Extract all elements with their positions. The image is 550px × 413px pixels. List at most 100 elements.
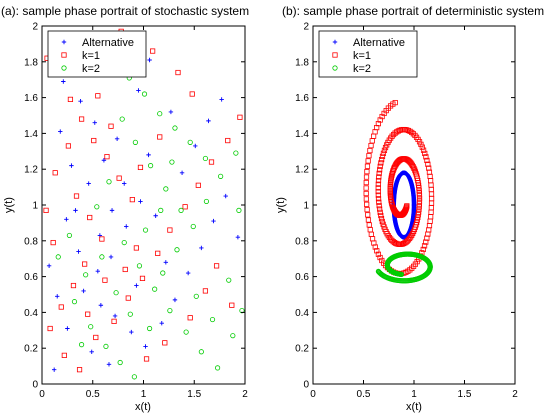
y-tick-label: 2 (32, 22, 38, 33)
y-axis-label: y(t) (275, 197, 287, 213)
data-point (185, 270, 191, 276)
data-point (420, 246, 426, 253)
x-tick-label: 2 (242, 389, 248, 400)
legend-marker (332, 39, 338, 45)
data-point (398, 271, 405, 277)
data-point (363, 190, 369, 197)
data-point (99, 254, 105, 260)
y-tick-label: 0.4 (295, 308, 309, 319)
data-point (119, 116, 125, 122)
x-tick-label: 1 (411, 389, 417, 400)
legend-box (47, 30, 147, 78)
data-point (189, 91, 195, 97)
legend-label: k=1 (82, 50, 100, 62)
data-point (414, 259, 420, 265)
x-tick-label: 0 (39, 389, 45, 400)
x-tick-label: 1 (141, 389, 147, 400)
data-point (153, 213, 158, 218)
y-tick-label: 1.2 (24, 165, 38, 176)
data-point (187, 139, 193, 145)
legend-label: Alternative (353, 37, 405, 49)
data-point (183, 329, 189, 335)
data-point (376, 170, 382, 176)
data-point (127, 311, 133, 317)
data-point (229, 302, 235, 308)
data-point (136, 88, 141, 93)
data-point (199, 245, 204, 251)
y-tick-label: 0.6 (24, 272, 38, 283)
data-point (390, 131, 397, 138)
data-point (380, 221, 386, 227)
data-point (69, 163, 74, 168)
chart-deterministic: (b): sample phase portrait of determinis… (275, 4, 544, 413)
data-point (175, 69, 181, 76)
y-tick-label: 0.2 (24, 344, 38, 355)
data-point (389, 171, 395, 177)
data-point (168, 109, 174, 115)
data-point (426, 165, 432, 171)
data-point (124, 224, 129, 229)
y-tick-label: 1 (303, 201, 309, 212)
x-axis-label: x(t) (406, 401, 422, 413)
data-point (365, 212, 371, 218)
data-point (89, 349, 94, 354)
data-point (384, 142, 390, 148)
data-point (395, 176, 401, 181)
data-point (397, 127, 403, 133)
data-point (169, 159, 175, 165)
legend-marker (61, 39, 67, 45)
data-point (83, 272, 89, 278)
data-point (223, 193, 228, 199)
data-point (65, 326, 70, 331)
data-point (117, 359, 123, 366)
data-point (94, 204, 100, 210)
data-point (206, 118, 211, 124)
data-point (58, 304, 64, 310)
data-point (399, 127, 405, 133)
data-point (61, 352, 67, 358)
data-point (394, 180, 399, 186)
data-point (78, 98, 83, 104)
data-point (208, 159, 215, 165)
axis-ticks: 0 0.5 1 1.5 2 0 0.2 0.4 0.6 0.8 1 1.2 1.4 1.6 1.8 2 (295, 22, 518, 401)
data-point (375, 181, 381, 187)
data-point (106, 179, 112, 185)
data-point (167, 227, 173, 233)
data-point (78, 116, 85, 122)
data-point (86, 181, 91, 186)
data-point (363, 179, 369, 186)
data-point (424, 157, 430, 164)
data-point (122, 181, 127, 186)
data-point (65, 143, 71, 149)
data-point (378, 160, 384, 166)
data-point (82, 261, 88, 267)
data-point (193, 293, 199, 299)
data-point (139, 275, 146, 281)
y-tick-label: 1.8 (295, 57, 309, 68)
data-point (73, 193, 80, 199)
data-point (121, 239, 127, 246)
data-point (235, 235, 241, 240)
data-point (179, 170, 185, 175)
y-tick-label: 0.8 (24, 236, 38, 247)
data-point (137, 164, 144, 171)
data-point (368, 143, 374, 149)
data-point (376, 174, 382, 180)
y-tick-label: 0.4 (24, 308, 38, 319)
x-tick-label: 0.5 (357, 389, 371, 400)
axis-ticks: 0 0.5 1 1.5 2 0 0.2 0.4 0.6 0.8 1 1.2 1.4 1.6 1.8 2 (24, 22, 248, 401)
data-point (219, 97, 224, 102)
data-point (390, 167, 396, 174)
chart-stochastic: (a): sample phase portrait of stochastic… (1, 4, 249, 413)
data-point (160, 270, 166, 276)
data-point (366, 222, 372, 228)
data-point (76, 249, 81, 254)
data-point (91, 137, 97, 144)
legend-label: k=2 (82, 63, 100, 75)
data-point (104, 154, 110, 160)
data-point (61, 79, 66, 84)
y-tick-label: 1.2 (295, 165, 309, 176)
data-point (146, 152, 151, 158)
